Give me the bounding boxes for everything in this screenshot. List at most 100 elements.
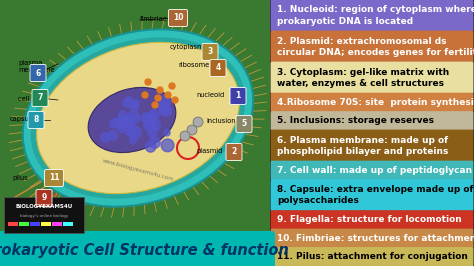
Circle shape: [116, 116, 128, 128]
Circle shape: [126, 97, 132, 103]
FancyBboxPatch shape: [271, 228, 474, 248]
Text: 2. Plasmid: extrachromosomal ds
circular DNA; encodes genes for fertility: 2. Plasmid: extrachromosomal ds circular…: [277, 36, 474, 57]
FancyBboxPatch shape: [30, 222, 40, 226]
Text: cell wall: cell wall: [18, 96, 45, 102]
Circle shape: [169, 83, 175, 89]
FancyBboxPatch shape: [52, 222, 62, 226]
Text: 9: 9: [41, 193, 46, 202]
Circle shape: [110, 119, 119, 128]
Circle shape: [164, 130, 170, 136]
Circle shape: [129, 126, 141, 139]
FancyBboxPatch shape: [19, 222, 29, 226]
Text: 11: 11: [49, 173, 59, 182]
Circle shape: [155, 95, 161, 101]
Circle shape: [193, 117, 203, 127]
Circle shape: [158, 101, 169, 111]
FancyBboxPatch shape: [30, 64, 46, 81]
Ellipse shape: [88, 88, 176, 153]
FancyBboxPatch shape: [0, 231, 275, 266]
Circle shape: [141, 113, 151, 123]
Circle shape: [118, 124, 126, 132]
FancyBboxPatch shape: [236, 115, 252, 132]
Text: 11. Pilus: attachment for conjugation: 11. Pilus: attachment for conjugation: [277, 252, 468, 261]
Text: 6. Plasma membrane: made up of
phospholipid bilayer and proteins: 6. Plasma membrane: made up of phospholi…: [277, 136, 448, 156]
FancyBboxPatch shape: [226, 143, 242, 160]
FancyBboxPatch shape: [0, 0, 272, 266]
Circle shape: [165, 92, 171, 98]
Text: cytoplasm: cytoplasm: [170, 44, 204, 50]
Circle shape: [127, 111, 140, 124]
FancyBboxPatch shape: [271, 161, 474, 180]
FancyBboxPatch shape: [32, 89, 48, 106]
FancyBboxPatch shape: [271, 130, 474, 162]
FancyBboxPatch shape: [36, 189, 52, 206]
Text: 4.Ribosome 70S: site  protein synthesis: 4.Ribosome 70S: site protein synthesis: [277, 98, 474, 107]
FancyBboxPatch shape: [271, 62, 474, 94]
Circle shape: [159, 105, 168, 115]
Ellipse shape: [31, 37, 245, 199]
FancyBboxPatch shape: [271, 210, 474, 230]
FancyBboxPatch shape: [270, 0, 474, 266]
Circle shape: [161, 139, 174, 152]
Text: inclusion: inclusion: [206, 118, 236, 124]
Circle shape: [100, 133, 110, 142]
Text: 1: 1: [236, 92, 241, 101]
Circle shape: [187, 125, 197, 135]
Circle shape: [172, 97, 178, 103]
FancyBboxPatch shape: [271, 31, 474, 63]
Text: 1. Nucleoid: region of cytoplasm where
prokaryotic DNA is located: 1. Nucleoid: region of cytoplasm where p…: [277, 6, 474, 26]
Text: fimbriae: fimbriae: [140, 16, 168, 22]
Circle shape: [145, 79, 151, 85]
Text: 9. Flagella: structure for locomotion: 9. Flagella: structure for locomotion: [277, 215, 462, 225]
Text: 2: 2: [231, 148, 237, 156]
Circle shape: [123, 115, 135, 128]
Circle shape: [149, 137, 160, 148]
Circle shape: [122, 99, 131, 107]
FancyBboxPatch shape: [271, 0, 474, 32]
FancyBboxPatch shape: [230, 88, 246, 105]
Text: 5. Inclusions: storage reserves: 5. Inclusions: storage reserves: [277, 116, 434, 125]
FancyBboxPatch shape: [63, 222, 73, 226]
Circle shape: [129, 137, 137, 144]
FancyBboxPatch shape: [28, 111, 44, 128]
Circle shape: [148, 110, 159, 120]
Circle shape: [146, 142, 156, 152]
FancyBboxPatch shape: [271, 93, 474, 112]
Text: 7: 7: [37, 94, 43, 102]
Circle shape: [161, 106, 172, 116]
FancyBboxPatch shape: [210, 60, 226, 77]
Text: 7. Cell wall: made up of peptidoglycan: 7. Cell wall: made up of peptidoglycan: [277, 166, 472, 175]
Text: 6: 6: [36, 69, 41, 77]
Text: 10: 10: [173, 14, 183, 23]
FancyBboxPatch shape: [4, 197, 84, 233]
Circle shape: [142, 92, 148, 98]
Text: capsule: capsule: [10, 116, 36, 122]
Ellipse shape: [23, 29, 253, 207]
Circle shape: [180, 131, 190, 141]
Text: www.biologyexams4u.com: www.biologyexams4u.com: [102, 158, 174, 182]
FancyBboxPatch shape: [41, 222, 51, 226]
Ellipse shape: [36, 42, 239, 194]
Text: 8. Capsule: extra envelope made up of
polysaccharides: 8. Capsule: extra envelope made up of po…: [277, 185, 474, 205]
Circle shape: [144, 113, 157, 126]
Text: 10. Fimbriae: structures for attachment: 10. Fimbriae: structures for attachment: [277, 234, 474, 243]
FancyBboxPatch shape: [271, 111, 474, 131]
Circle shape: [125, 125, 135, 136]
Text: plasma
membrane: plasma membrane: [18, 60, 55, 73]
Text: BIOLOGYEXAMS4U: BIOLOGYEXAMS4U: [15, 205, 73, 210]
Circle shape: [152, 102, 158, 108]
Text: 5: 5: [241, 119, 246, 128]
FancyBboxPatch shape: [45, 169, 64, 186]
Circle shape: [115, 117, 124, 126]
Text: plasmid: plasmid: [196, 148, 222, 154]
Text: nucleoid: nucleoid: [196, 92, 224, 98]
Text: 4: 4: [215, 64, 220, 73]
Circle shape: [129, 102, 138, 111]
Circle shape: [160, 96, 171, 107]
Text: ribosome: ribosome: [178, 62, 209, 68]
Text: biology's online biology: biology's online biology: [20, 214, 68, 218]
Circle shape: [148, 127, 157, 137]
Text: 8: 8: [33, 115, 39, 124]
FancyBboxPatch shape: [202, 44, 218, 60]
FancyBboxPatch shape: [8, 222, 18, 226]
